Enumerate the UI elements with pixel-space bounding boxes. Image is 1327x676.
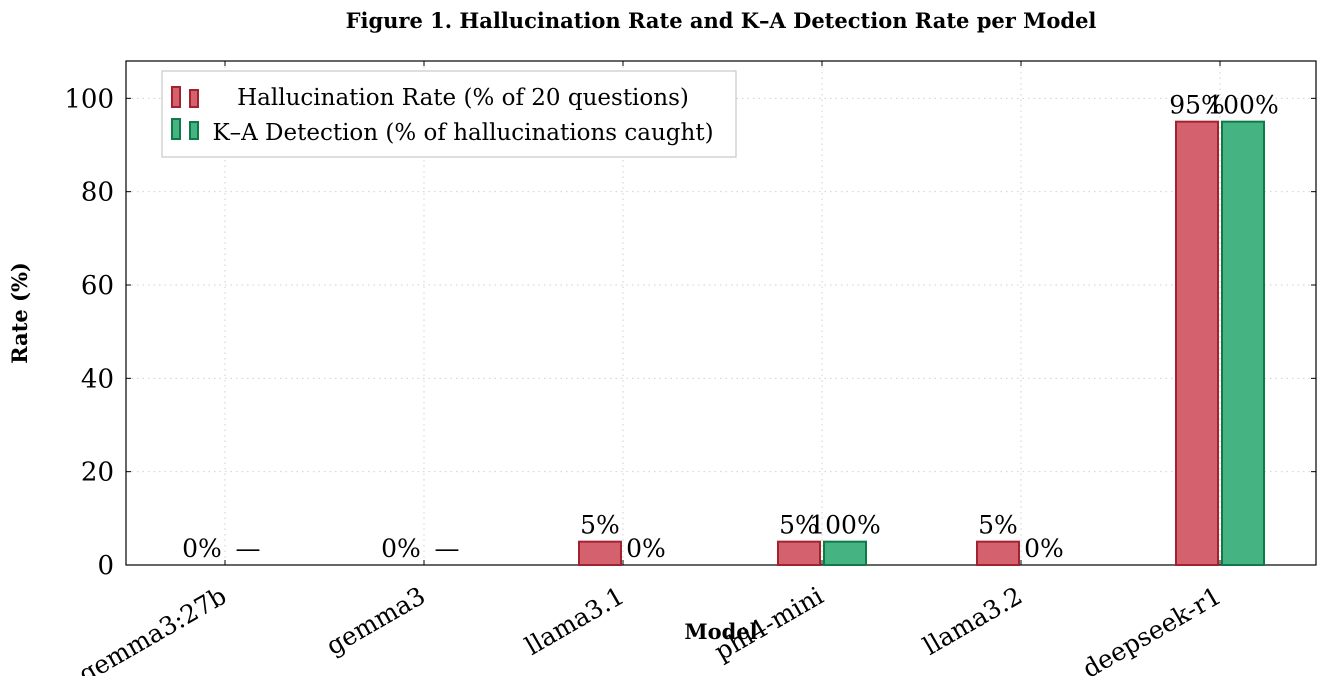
y-axis-title: Rate (%): [7, 262, 32, 364]
data-label: 5%: [978, 511, 1018, 540]
y-tick-label: 0: [97, 551, 114, 581]
x-tick-label: gemma3: [321, 581, 430, 661]
data-label: 95%: [1169, 91, 1225, 120]
data-label: 5%: [580, 511, 620, 540]
bar-hallucination-rate: [976, 540, 1020, 567]
y-tick-label: 20: [81, 458, 114, 488]
bar-ka-detection: [823, 540, 867, 567]
y-tick-label: 40: [81, 364, 114, 394]
x-tick-label: llama3.2: [918, 581, 1027, 661]
legend-swatch: [171, 118, 181, 140]
y-tick-label: 60: [81, 271, 114, 301]
legend-swatch: [189, 121, 199, 140]
x-tick-label: deepseek-r1: [1077, 581, 1226, 676]
bar-hallucination-rate: [777, 540, 821, 567]
bar-ka-detection: [1221, 120, 1265, 567]
x-tick-label: llama3.1: [520, 581, 629, 661]
data-label: 100%: [809, 511, 880, 540]
data-labels: 0% 0%5% 5% 5%95%— —0%100%0%100%: [182, 91, 1279, 563]
legend-swatch: [189, 89, 199, 108]
legend-box: [161, 70, 737, 158]
bar-hallucination-rate: [578, 540, 622, 567]
y-tick-label: 100: [64, 84, 114, 114]
chart-title: Figure 1. Hallucination Rate and K–A Det…: [346, 8, 1097, 33]
bar-hallucination-rate: [1175, 120, 1219, 567]
x-tick-label: gemma3:27b: [74, 581, 232, 676]
data-label: 0%: [626, 534, 666, 563]
data-label: 0%: [381, 534, 421, 563]
data-label: —: [435, 534, 460, 563]
data-label: 0%: [1024, 534, 1064, 563]
data-label: 0%: [182, 534, 222, 563]
data-label: 5%: [779, 511, 819, 540]
legend: Hallucination Rate (% of 20 questions) K…: [161, 70, 737, 158]
legend-swatch: [171, 86, 181, 108]
x-axis-title: Model: [684, 619, 757, 644]
legend-label-hallucination: Hallucination Rate (% of 20 questions): [237, 85, 689, 111]
bars: [578, 120, 1265, 567]
y-tick-label: 80: [81, 178, 114, 208]
legend-label-detection: K–A Detection (% of hallucinations caugh…: [212, 120, 713, 146]
data-label: —: [236, 534, 261, 563]
plot-frame: [125, 60, 1317, 566]
data-label: 100%: [1207, 91, 1278, 120]
y-axis: 0 20 40 60 80 100: [64, 84, 1316, 581]
